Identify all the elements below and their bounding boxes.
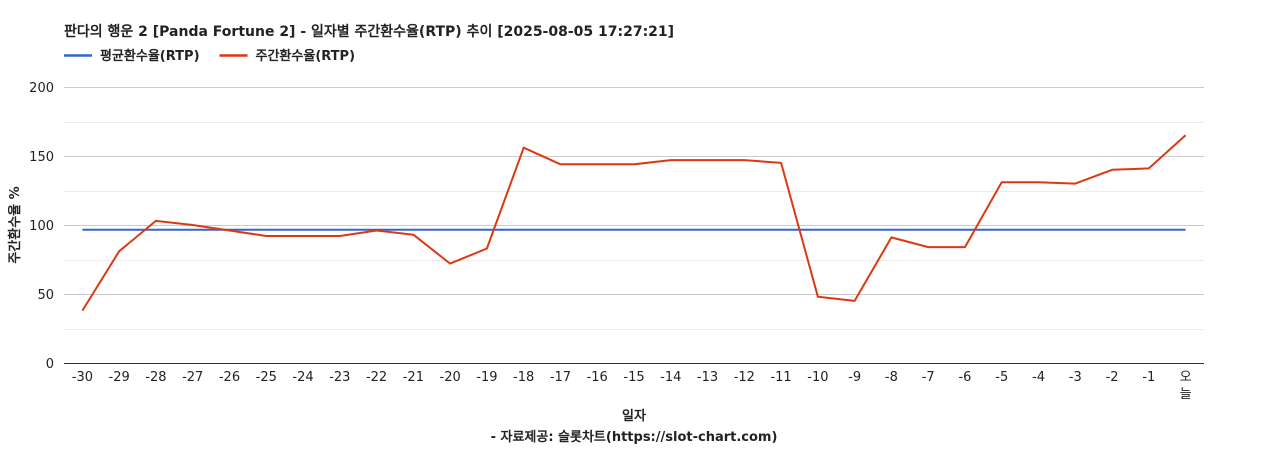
x-tick-label: -22 xyxy=(366,370,387,385)
x-tick-label: -7 xyxy=(922,370,935,385)
x-tick-label: -3 xyxy=(1069,370,1082,385)
y-axis-ticks: 0 50 100 150 200 xyxy=(29,81,54,372)
series-lines xyxy=(81,134,1187,312)
x-tick-label: -15 xyxy=(623,370,644,385)
legend-item: 주간환수율(RTP) xyxy=(219,48,356,64)
x-tick-label: -14 xyxy=(660,370,681,385)
x-tick-label: -10 xyxy=(807,370,828,385)
source-note: - 자료제공: 슬롯차트(https://slot-chart.com) xyxy=(491,429,778,445)
y-tick-label: 150 xyxy=(29,150,54,165)
x-tick-label: -8 xyxy=(885,370,898,385)
x-tick-label: -12 xyxy=(734,370,755,385)
x-tick-label: -20 xyxy=(440,370,461,385)
legend-item: 평균환수율(RTP) xyxy=(64,48,200,64)
legend-label: 평균환수율(RTP) xyxy=(100,48,200,64)
y-tick-label: 100 xyxy=(29,219,54,234)
y-tick-label: 200 xyxy=(29,81,54,96)
gridlines xyxy=(64,87,1204,330)
x-tick-label: -2 xyxy=(1106,370,1119,385)
x-tick-label: -24 xyxy=(292,370,313,385)
x-tick-label: -5 xyxy=(995,370,1008,385)
x-tick-label: -21 xyxy=(403,370,424,385)
x-tick-label: -17 xyxy=(550,370,571,385)
x-tick-label: -1 xyxy=(1142,370,1155,385)
x-tick-label: -13 xyxy=(697,370,718,385)
chart-title: 판다의 행운 2 [Panda Fortune 2] - 일자별 주간환수율(R… xyxy=(64,23,674,40)
x-tick-label: -6 xyxy=(958,370,971,385)
y-axis-title: 주간환수율 % xyxy=(7,186,23,263)
x-tick-label: -19 xyxy=(476,370,497,385)
y-tick-label: 0 xyxy=(46,357,54,372)
x-tick-label: -18 xyxy=(513,370,534,385)
x-tick-label: -11 xyxy=(770,370,791,385)
x-tick-label: -28 xyxy=(145,370,166,385)
x-tick-label: -30 xyxy=(72,370,93,385)
x-tick-label: -23 xyxy=(329,370,350,385)
x-tick-label: -4 xyxy=(1032,370,1045,385)
x-tick-label: -16 xyxy=(587,370,608,385)
y-tick-label: 50 xyxy=(37,288,54,303)
series-line-weekly-rtp xyxy=(81,134,1187,312)
x-axis-ticks: -30 -29 -28 -27 -26 -25 -24 -23 -22 -21 -20 -19 -18 -… xyxy=(72,370,1192,402)
x-tick-label: -26 xyxy=(219,370,240,385)
x-tick-label: -25 xyxy=(256,370,277,385)
x-tick-label: -29 xyxy=(109,370,130,385)
x-tick-label: -27 xyxy=(182,370,203,385)
x-axis-title: 일자 xyxy=(622,409,646,424)
legend-label: 주간환수율(RTP) xyxy=(256,48,356,64)
x-tick-label: -9 xyxy=(848,370,861,385)
legend: 평균환수율(RTP) 주간환수율(RTP) xyxy=(64,48,355,64)
